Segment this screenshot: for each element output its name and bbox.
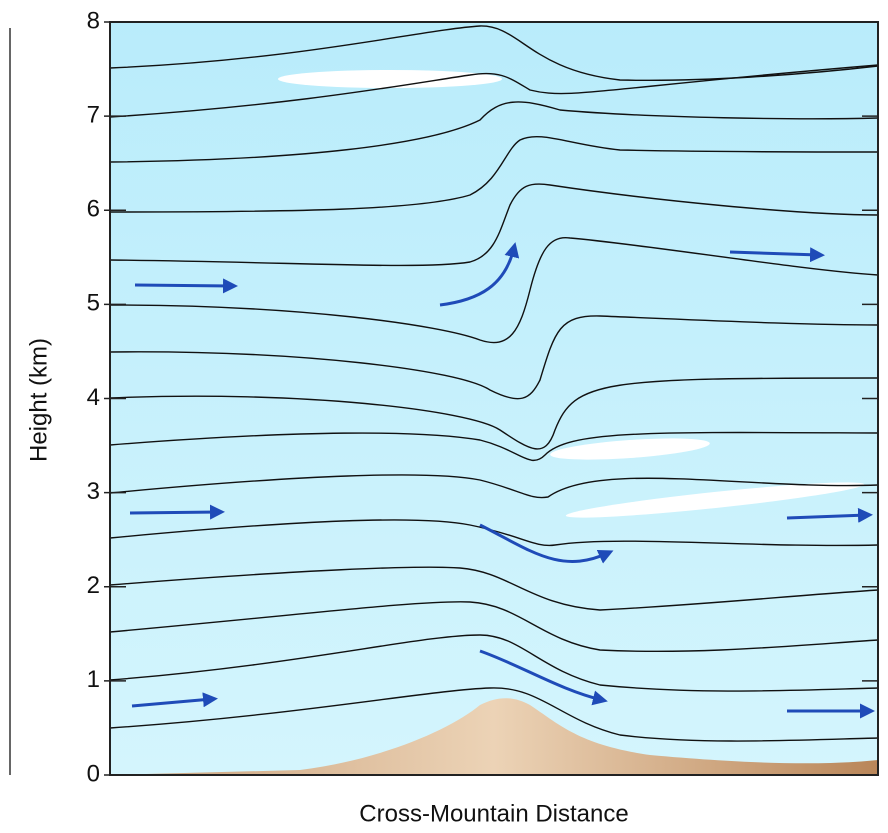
x-axis-label: Cross-Mountain Distance [359,800,628,827]
y-tick-label: 6 [87,196,100,223]
y-tick-label: 7 [87,101,100,128]
y-tick-label: 4 [87,384,100,411]
y-axis: 0 1 2 3 4 5 6 7 8 [87,7,878,787]
plot-area [110,22,878,775]
clouds [278,70,865,518]
y-axis-label: Height (km) [25,338,52,462]
y-tick-label: 0 [87,760,100,787]
y-tick-label: 1 [87,666,100,693]
y-tick-label: 2 [87,572,100,599]
flow-arrows [129,242,875,719]
streamlines [109,25,879,742]
mountain [110,698,878,775]
y-tick-label: 3 [87,478,100,505]
y-tick-label: 5 [87,290,100,317]
y-tick-label: 8 [87,7,100,34]
